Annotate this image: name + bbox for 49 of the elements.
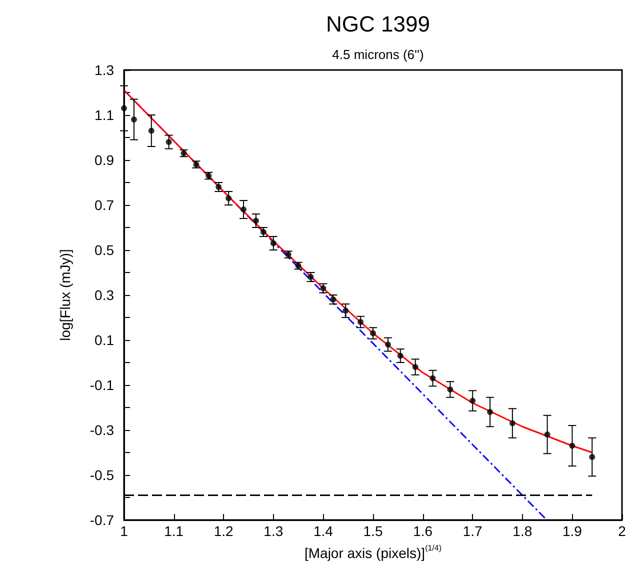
point bbox=[370, 330, 376, 336]
x-tick-label: 1.8 bbox=[512, 523, 532, 539]
point bbox=[569, 442, 576, 449]
point bbox=[148, 128, 154, 134]
y-tick-label: 1.1 bbox=[94, 107, 114, 123]
point bbox=[470, 398, 476, 404]
point bbox=[121, 105, 127, 112]
y-axis-title: log[Flux (mJy)] bbox=[57, 249, 73, 341]
point bbox=[430, 375, 436, 382]
point bbox=[384, 342, 391, 348]
point bbox=[487, 409, 494, 415]
x-tick-label: 1.6 bbox=[413, 523, 433, 539]
y-tick-label: 0.3 bbox=[94, 287, 114, 303]
point bbox=[358, 319, 364, 325]
x-tick-label: 1 bbox=[120, 523, 128, 539]
point bbox=[308, 274, 314, 280]
point bbox=[342, 308, 349, 314]
x-tick-label: 1.3 bbox=[264, 523, 284, 539]
point bbox=[544, 432, 550, 438]
x-tick-label: 1.2 bbox=[214, 523, 234, 539]
y-tick-label: 1.3 bbox=[94, 62, 114, 78]
point bbox=[130, 116, 137, 122]
point bbox=[589, 454, 596, 460]
point bbox=[447, 386, 454, 392]
y-tick-label: 0.7 bbox=[94, 197, 114, 213]
y-tick-label: 0.5 bbox=[94, 242, 114, 258]
y-tick-label: -0.1 bbox=[90, 377, 114, 393]
point bbox=[226, 195, 232, 202]
x-tick-label: 1.9 bbox=[562, 523, 582, 539]
y-tick-label: 0.9 bbox=[94, 152, 114, 168]
chart-subtitle: 4.5 microns (6'') bbox=[332, 47, 424, 62]
point bbox=[397, 352, 404, 359]
line-series bbox=[123, 90, 593, 454]
x-tick-label: 1.5 bbox=[363, 523, 383, 539]
x-tick-label: 1.4 bbox=[313, 523, 334, 539]
x-tick-label: 2 bbox=[618, 523, 626, 539]
point bbox=[166, 139, 172, 145]
y-tick-label: -0.5 bbox=[90, 467, 114, 483]
x-tick-label: 1.7 bbox=[462, 523, 483, 539]
x-tick-label: 1.1 bbox=[164, 523, 184, 539]
y-tick-label: 0.1 bbox=[94, 332, 114, 348]
point bbox=[509, 420, 516, 426]
point bbox=[270, 240, 276, 246]
point bbox=[240, 206, 247, 212]
point bbox=[252, 218, 259, 224]
point bbox=[412, 364, 418, 370]
chart-title: NGC 1399 bbox=[326, 12, 430, 36]
y-tick-label: -0.3 bbox=[90, 422, 114, 438]
y-tick-label: -0.7 bbox=[90, 512, 114, 528]
